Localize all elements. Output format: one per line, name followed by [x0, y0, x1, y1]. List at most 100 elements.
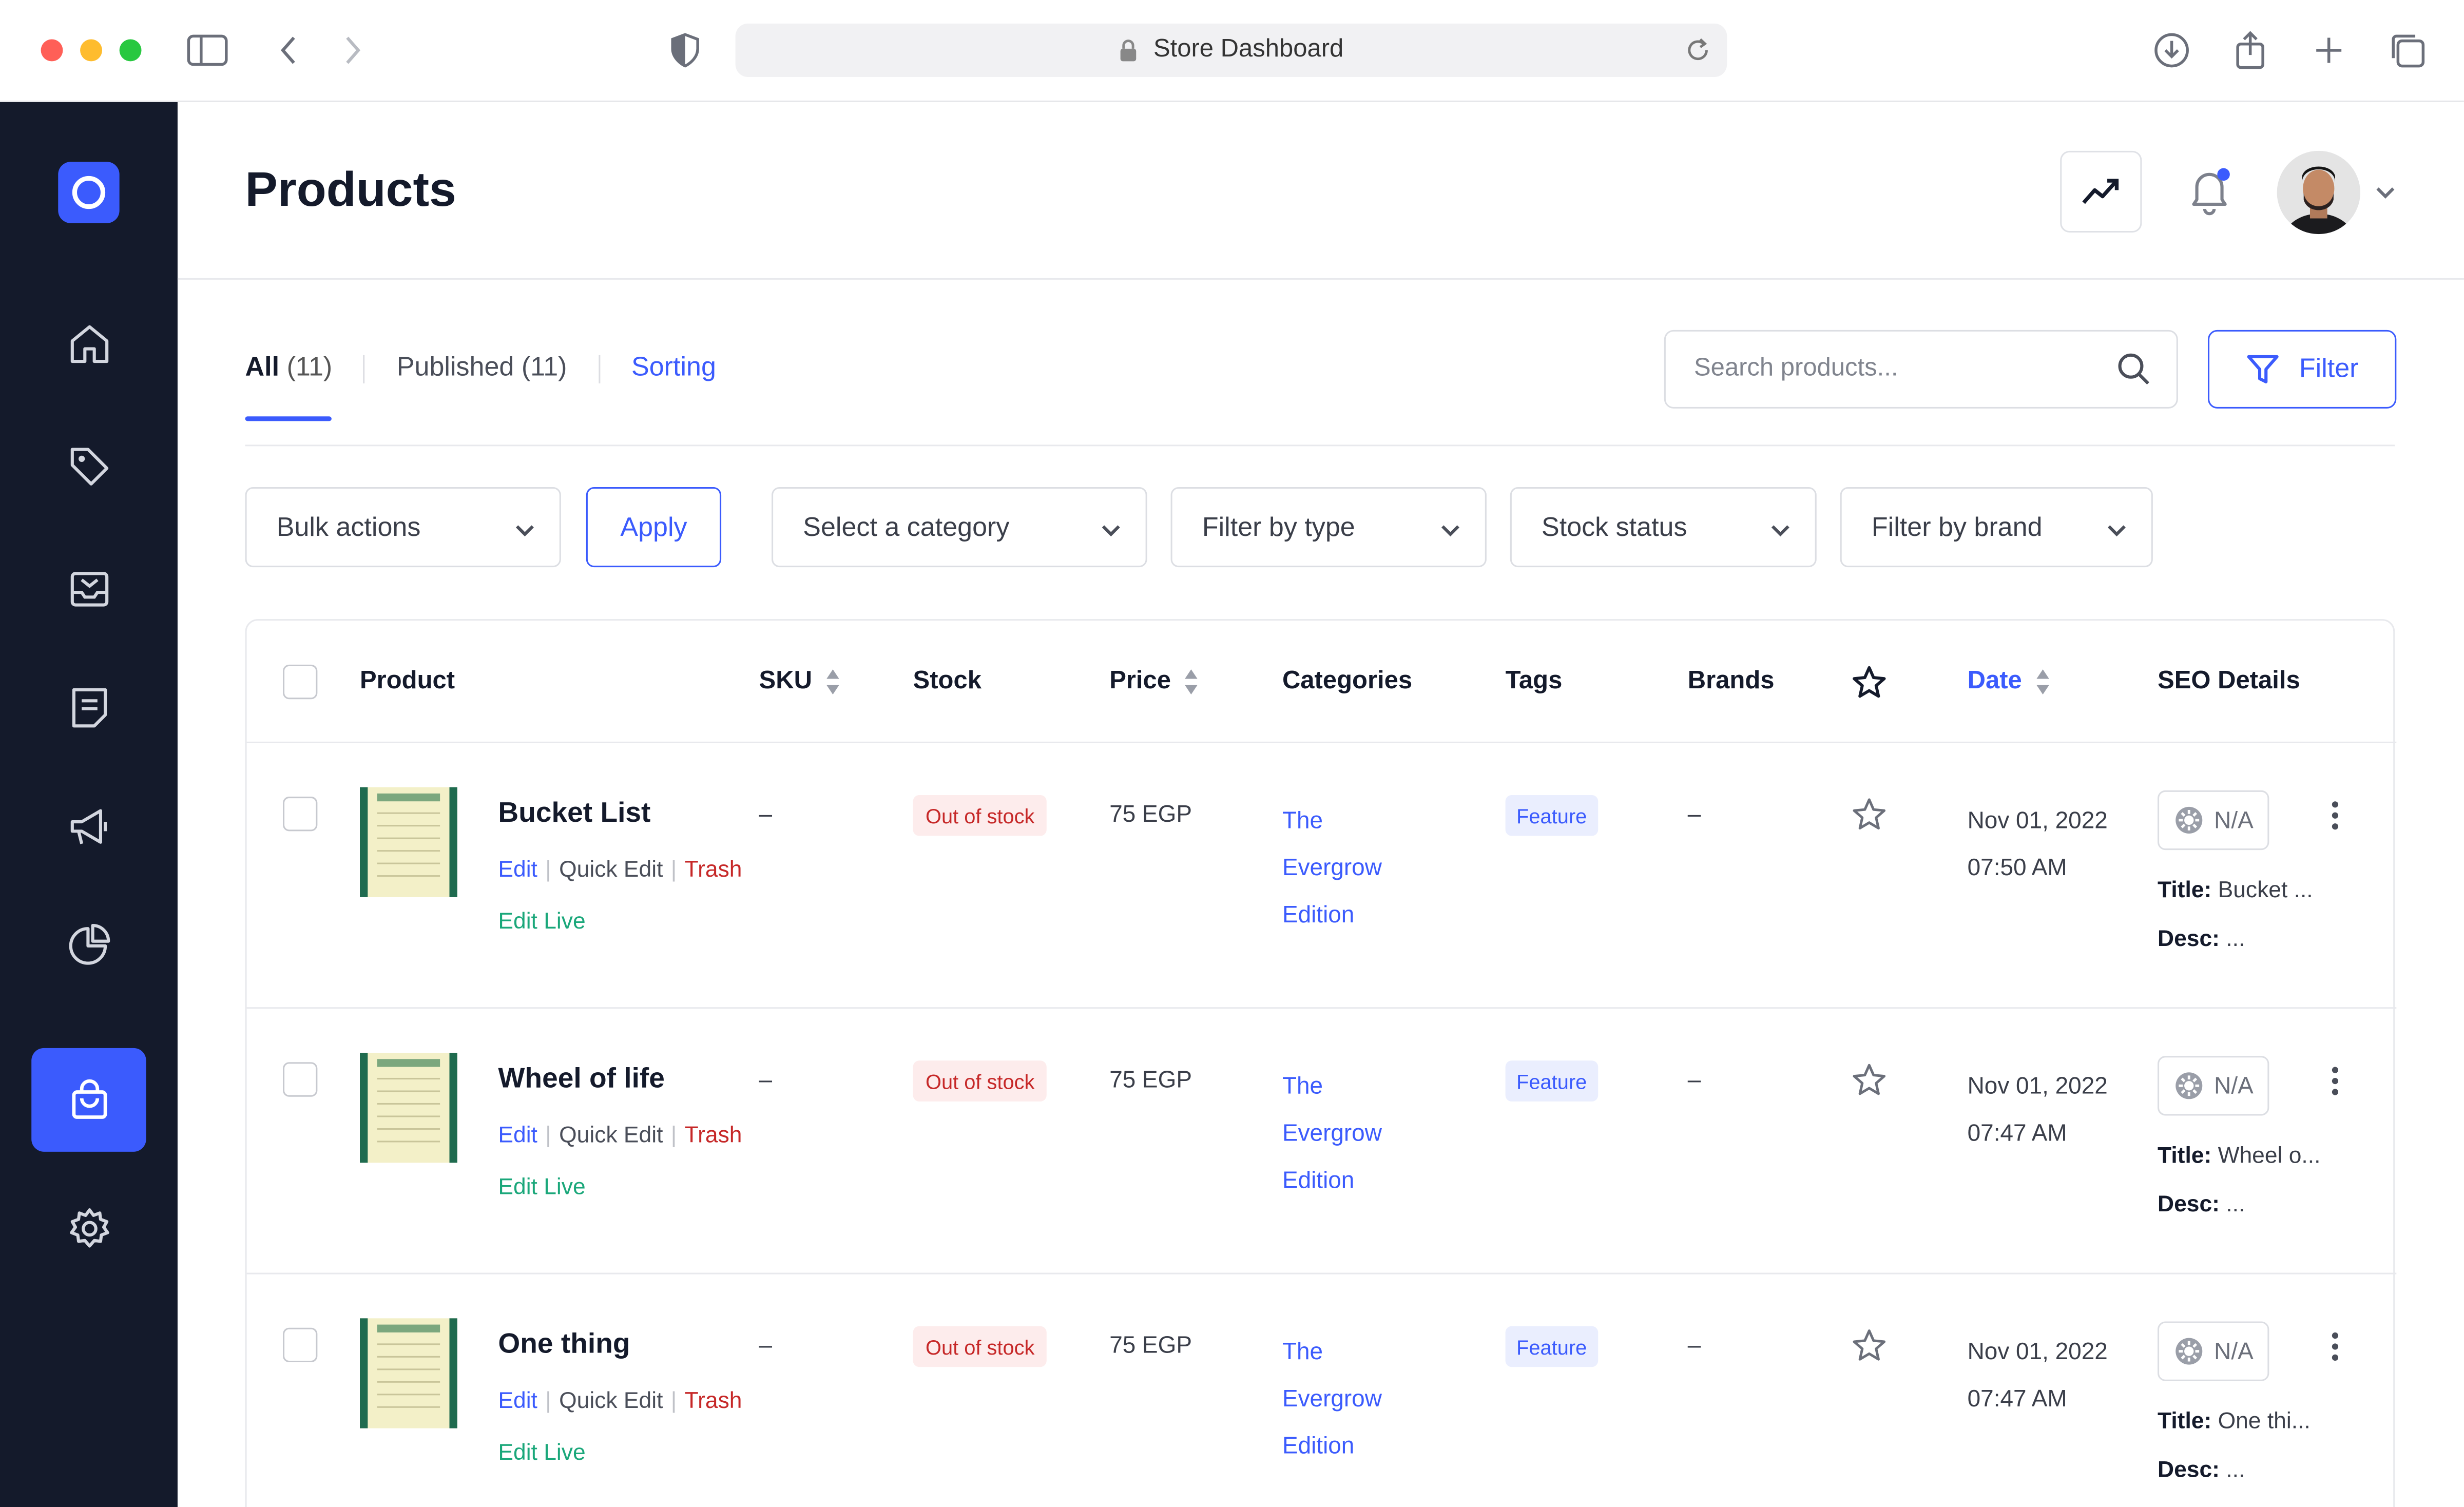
column-featured[interactable]: [1851, 665, 1887, 699]
stock-status-select[interactable]: Stock status: [1510, 487, 1817, 568]
more-options-icon[interactable]: [2331, 800, 2340, 839]
edit-link[interactable]: Edit: [498, 858, 537, 883]
sort-icon: [1184, 668, 1200, 696]
table-row: Wheel of life Edit | Quick Edit | Trash …: [246, 1009, 2397, 1274]
trash-link[interactable]: Trash: [684, 858, 742, 883]
column-date[interactable]: Date: [1968, 668, 2050, 696]
edit-live-link[interactable]: Edit Live: [498, 1175, 586, 1201]
divider: [245, 445, 2395, 447]
sidebar-item-tags[interactable]: [31, 415, 146, 518]
price-value: 75 EGP: [1109, 1332, 1192, 1359]
quick-edit-link[interactable]: Quick Edit: [559, 1389, 663, 1415]
tag-badge[interactable]: Feature: [1505, 1326, 1598, 1367]
category-select[interactable]: Select a category: [772, 487, 1147, 568]
category-link[interactable]: The Evergrow Edition: [1282, 1329, 1439, 1471]
select-all-checkbox[interactable]: [283, 664, 318, 700]
forward-icon[interactable]: [330, 28, 374, 72]
sidebar-item-settings[interactable]: [31, 1177, 146, 1281]
chevron-down-icon: [1100, 515, 1122, 547]
column-price[interactable]: Price: [1109, 668, 1199, 696]
category-line: Evergrow: [1282, 1385, 1382, 1413]
apply-button[interactable]: Apply: [586, 487, 722, 568]
product-name[interactable]: Wheel of life: [498, 1062, 665, 1094]
window-close-button[interactable]: [41, 39, 63, 62]
featured-star-icon[interactable]: [1851, 1062, 1887, 1105]
analytics-button[interactable]: [2060, 150, 2142, 233]
seo-score-badge[interactable]: N/A: [2158, 790, 2269, 851]
tab-sorting[interactable]: Sorting: [631, 352, 716, 382]
product-thumbnail[interactable]: [360, 1053, 457, 1163]
trash-link[interactable]: Trash: [684, 1389, 742, 1415]
date-value: Nov 01, 2022 07:47 AM: [1968, 1329, 2108, 1424]
column-product: Product: [360, 668, 455, 695]
privacy-shield-icon[interactable]: [663, 28, 707, 72]
category-link[interactable]: The Evergrow Edition: [1282, 1064, 1439, 1205]
more-options-icon[interactable]: [2331, 1331, 2340, 1370]
new-tab-icon[interactable]: [2307, 28, 2351, 72]
search-icon[interactable]: [2116, 352, 2151, 395]
sidebar-item-marketing[interactable]: [31, 775, 146, 878]
seo-score-badge[interactable]: N/A: [2158, 1056, 2269, 1116]
inbox-icon: [70, 572, 108, 607]
row-checkbox[interactable]: [283, 1062, 318, 1097]
shopping-bag-icon: [71, 1079, 106, 1119]
quick-edit-link[interactable]: Quick Edit: [559, 858, 663, 883]
tag-badge[interactable]: Feature: [1505, 795, 1598, 836]
seo-score-badge[interactable]: N/A: [2158, 1321, 2269, 1381]
seo-desc-value: ...: [2226, 1192, 2245, 1218]
product-thumbnail[interactable]: [360, 787, 457, 897]
edit-live-link[interactable]: Edit Live: [498, 910, 586, 935]
sidebar-toggle-icon[interactable]: [185, 28, 229, 72]
tag-badge[interactable]: Feature: [1505, 1060, 1598, 1102]
featured-star-icon[interactable]: [1851, 1328, 1887, 1370]
product-name[interactable]: Bucket List: [498, 797, 651, 828]
sidebar-item-home[interactable]: [31, 292, 146, 396]
download-icon[interactable]: [2150, 28, 2194, 72]
category-line: The: [1282, 1073, 1323, 1100]
address-bar[interactable]: Store Dashboard: [735, 23, 1727, 77]
edit-link[interactable]: Edit: [498, 1123, 537, 1149]
category-link[interactable]: The Evergrow Edition: [1282, 798, 1439, 940]
brand-value: –: [1687, 801, 1701, 828]
separator: |: [670, 1389, 677, 1415]
seo-desc-value: ...: [2226, 927, 2245, 953]
edit-live-link[interactable]: Edit Live: [498, 1441, 586, 1466]
filter-button[interactable]: Filter: [2207, 330, 2397, 409]
edit-link[interactable]: Edit: [498, 1389, 537, 1415]
product-name[interactable]: One thing: [498, 1327, 630, 1359]
seo-desc-label: Desc:: [2158, 927, 2220, 953]
featured-star-icon[interactable]: [1851, 797, 1887, 839]
bulk-actions-select[interactable]: Bulk actions: [245, 487, 561, 568]
window-zoom-button[interactable]: [119, 39, 142, 62]
app-logo[interactable]: [58, 162, 120, 223]
window-minimize-button[interactable]: [80, 39, 102, 62]
share-icon[interactable]: [2228, 28, 2273, 72]
category-line: Evergrow: [1282, 1120, 1382, 1147]
brand-select[interactable]: Filter by brand: [1840, 487, 2153, 568]
trash-link[interactable]: Trash: [684, 1123, 742, 1149]
row-checkbox[interactable]: [283, 797, 318, 832]
back-icon[interactable]: [267, 28, 311, 72]
chevron-down-icon[interactable]: [2374, 181, 2396, 209]
tab-published[interactable]: Published (11): [396, 352, 567, 382]
search-input[interactable]: [1665, 331, 2106, 407]
tab-overview-icon[interactable]: [2385, 28, 2430, 72]
sidebar-item-analytics[interactable]: [31, 893, 146, 996]
sidebar-item-inbox[interactable]: [31, 536, 146, 640]
product-thumbnail[interactable]: [360, 1318, 457, 1428]
tab-divider: [598, 355, 600, 383]
notifications-button[interactable]: [2186, 165, 2233, 216]
user-avatar[interactable]: [2277, 150, 2360, 235]
sidebar-item-products[interactable]: [31, 1048, 146, 1152]
column-sku[interactable]: SKU: [759, 668, 841, 696]
sidebar-item-posts[interactable]: [31, 655, 146, 759]
date-value: Nov 01, 2022 07:50 AM: [1968, 798, 2108, 893]
row-checkbox[interactable]: [283, 1327, 318, 1363]
more-options-icon[interactable]: [2331, 1065, 2340, 1105]
reload-icon[interactable]: [1686, 36, 1711, 72]
seo-score-value: N/A: [2214, 1338, 2254, 1365]
quick-edit-link[interactable]: Quick Edit: [559, 1123, 663, 1149]
document-icon: [71, 688, 106, 728]
type-select[interactable]: Filter by type: [1170, 487, 1487, 568]
tab-all[interactable]: All (11): [245, 352, 333, 421]
